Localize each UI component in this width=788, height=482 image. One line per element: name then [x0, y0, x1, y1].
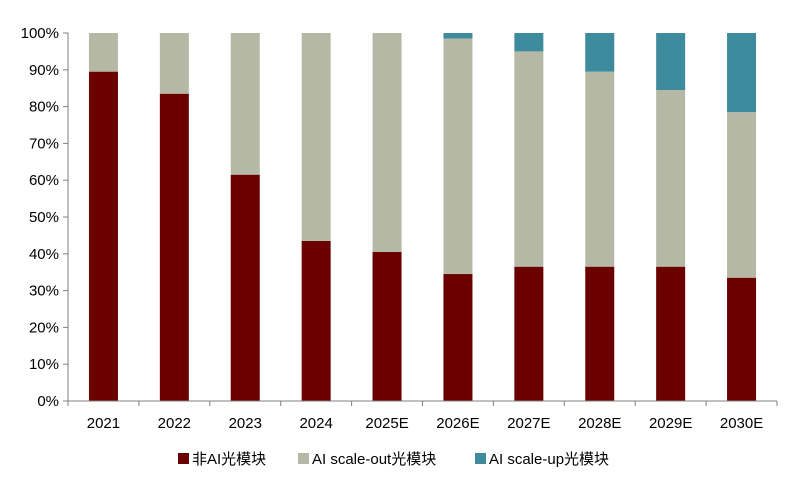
bar-segment-2030E-series-0 [727, 277, 757, 401]
x-tick-label: 2027E [507, 415, 550, 432]
y-tick-label: 0% [37, 393, 59, 410]
y-tick-label: 100% [21, 25, 59, 42]
axes-layer [63, 32, 778, 406]
bars-layer [88, 33, 757, 401]
legend-label-ai-scale-up: AI scale-up光模块 [489, 451, 609, 468]
bar-segment-2024-series-0 [301, 240, 331, 401]
bar-segment-2028E-series-2 [585, 33, 615, 72]
bar-segment-2022-series-0 [159, 93, 189, 401]
x-tick-label: 2025E [365, 415, 408, 432]
legend-label-non-ai: 非AI光模块 [192, 451, 266, 468]
x-tick-label: 2021 [87, 415, 120, 432]
bar-segment-2026E-series-2 [443, 33, 473, 39]
bar-segment-2026E-series-1 [443, 38, 473, 275]
y-tick-label: 10% [29, 356, 59, 373]
legend-swatch-ai-scale-up [475, 453, 486, 464]
bar-segment-2026E-series-0 [443, 274, 473, 401]
y-tick-label: 50% [29, 209, 59, 226]
y-tick-label: 80% [29, 99, 59, 116]
bar-segment-2028E-series-0 [585, 266, 615, 401]
x-tick-label: 2028E [578, 415, 621, 432]
bar-segment-2021-series-0 [88, 71, 118, 401]
y-axis-tick-labels: 0% 10% 20% 30% 40% 50% 60% 70% 80% 90% 100% [21, 25, 59, 410]
y-tick-label: 40% [29, 246, 59, 263]
legend-swatch-non-ai [178, 453, 189, 464]
x-tick-label: 2030E [720, 415, 763, 432]
bar-segment-2025E-series-1 [372, 33, 402, 252]
x-axis-tick-labels: 2021 2022 2023 2024 2025E 2026E 2027E 2028E 2029… [87, 415, 763, 432]
bar-segment-2029E-series-0 [656, 266, 686, 401]
x-tick-label: 2023 [229, 415, 262, 432]
bar-segment-2029E-series-2 [656, 33, 686, 91]
x-tick-label: 2024 [299, 415, 332, 432]
bar-segment-2021-series-1 [88, 33, 118, 72]
x-tick-label: 2022 [158, 415, 191, 432]
bar-segment-2027E-series-2 [514, 33, 544, 52]
legend: 非AI光模块 AI scale-out光模块 AI scale-up光模块 [178, 451, 609, 468]
bar-segment-2029E-series-1 [656, 90, 686, 267]
y-tick-label: 70% [29, 135, 59, 152]
x-tick-label: 2029E [649, 415, 692, 432]
bar-segment-2025E-series-0 [372, 251, 402, 401]
legend-swatch-ai-scale-out [298, 453, 309, 464]
x-tick-label: 2026E [436, 415, 479, 432]
y-tick-label: 90% [29, 62, 59, 79]
y-tick-label: 20% [29, 319, 59, 336]
bar-segment-2027E-series-1 [514, 51, 544, 267]
y-tick-label: 60% [29, 172, 59, 189]
legend-label-ai-scale-out: AI scale-out光模块 [312, 451, 436, 468]
bar-segment-2024-series-1 [301, 33, 331, 241]
bar-segment-2023-series-1 [230, 33, 260, 175]
y-tick-label: 30% [29, 283, 59, 300]
bar-segment-2022-series-1 [159, 33, 189, 94]
bar-segment-2030E-series-1 [727, 112, 757, 278]
bar-segment-2023-series-0 [230, 174, 260, 401]
bar-segment-2028E-series-1 [585, 71, 615, 267]
bar-segment-2027E-series-0 [514, 266, 544, 401]
bar-segment-2030E-series-2 [727, 33, 757, 113]
